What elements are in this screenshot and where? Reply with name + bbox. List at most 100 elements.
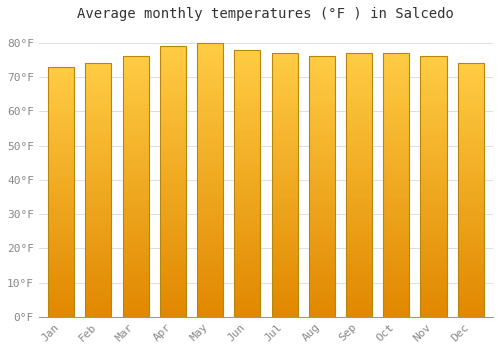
Bar: [308, 260, 335, 265]
Bar: [122, 273, 148, 278]
Bar: [346, 132, 372, 137]
Bar: [86, 253, 112, 258]
Bar: [234, 90, 260, 94]
Bar: [308, 169, 335, 174]
Bar: [383, 84, 409, 88]
Bar: [308, 182, 335, 187]
Bar: [458, 274, 483, 279]
Bar: [458, 228, 483, 232]
Bar: [122, 70, 148, 74]
Bar: [122, 230, 148, 235]
Bar: [48, 100, 74, 104]
Bar: [122, 252, 148, 256]
Bar: [272, 198, 297, 203]
Bar: [383, 181, 409, 185]
Bar: [122, 104, 148, 108]
Bar: [420, 70, 446, 74]
Bar: [272, 57, 297, 62]
Bar: [346, 154, 372, 159]
Bar: [383, 207, 409, 211]
Bar: [122, 121, 148, 126]
Bar: [383, 286, 409, 290]
Bar: [458, 224, 483, 228]
Bar: [420, 96, 446, 100]
Bar: [346, 159, 372, 163]
Bar: [420, 74, 446, 78]
Bar: [308, 161, 335, 165]
Bar: [86, 232, 112, 237]
Bar: [383, 185, 409, 189]
Bar: [86, 97, 112, 101]
Bar: [160, 177, 186, 182]
Bar: [234, 125, 260, 130]
Bar: [160, 64, 186, 69]
Bar: [272, 229, 297, 233]
Bar: [346, 79, 372, 84]
Bar: [346, 176, 372, 181]
Bar: [86, 139, 112, 144]
Bar: [234, 121, 260, 125]
Bar: [160, 159, 186, 163]
Bar: [383, 150, 409, 154]
Bar: [346, 189, 372, 194]
Bar: [346, 260, 372, 264]
Bar: [160, 299, 186, 303]
Bar: [160, 150, 186, 154]
Bar: [234, 152, 260, 156]
Bar: [346, 282, 372, 286]
Bar: [383, 189, 409, 194]
Bar: [272, 84, 297, 88]
Bar: [420, 282, 446, 286]
Bar: [308, 265, 335, 269]
Bar: [48, 288, 74, 292]
Bar: [458, 198, 483, 203]
Bar: [420, 308, 446, 313]
Bar: [86, 68, 112, 72]
Bar: [197, 52, 223, 56]
Bar: [346, 268, 372, 273]
Bar: [122, 130, 148, 134]
Bar: [383, 282, 409, 286]
Bar: [383, 102, 409, 106]
Bar: [383, 308, 409, 313]
Bar: [346, 194, 372, 198]
Bar: [458, 279, 483, 283]
Bar: [346, 255, 372, 260]
Bar: [420, 152, 446, 156]
Bar: [160, 218, 186, 222]
Bar: [346, 242, 372, 246]
Bar: [160, 105, 186, 109]
Bar: [160, 154, 186, 159]
Bar: [197, 239, 223, 244]
Bar: [458, 190, 483, 194]
Bar: [122, 74, 148, 78]
Bar: [458, 127, 483, 131]
Bar: [383, 79, 409, 84]
Bar: [383, 290, 409, 295]
Bar: [122, 165, 148, 169]
Bar: [48, 258, 74, 262]
Bar: [234, 161, 260, 166]
Bar: [383, 198, 409, 203]
Bar: [383, 233, 409, 238]
Bar: [160, 213, 186, 218]
Bar: [458, 80, 483, 84]
Bar: [86, 308, 112, 313]
Bar: [308, 156, 335, 161]
Bar: [272, 313, 297, 317]
Bar: [420, 195, 446, 199]
Bar: [234, 188, 260, 192]
Bar: [272, 128, 297, 132]
Bar: [197, 294, 223, 299]
Bar: [197, 271, 223, 276]
Bar: [122, 91, 148, 96]
Bar: [160, 136, 186, 141]
Bar: [160, 69, 186, 73]
Bar: [122, 239, 148, 243]
Bar: [234, 76, 260, 81]
Bar: [86, 93, 112, 97]
Bar: [458, 249, 483, 253]
Bar: [420, 213, 446, 217]
Bar: [458, 292, 483, 296]
Bar: [458, 283, 483, 287]
